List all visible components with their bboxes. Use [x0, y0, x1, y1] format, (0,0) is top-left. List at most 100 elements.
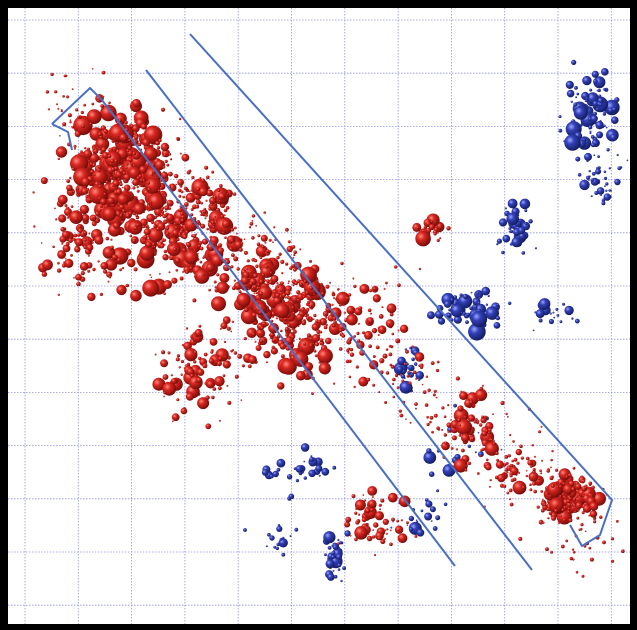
sphere — [372, 355, 376, 358]
sphere — [179, 229, 184, 234]
sphere — [457, 405, 464, 412]
sphere — [432, 393, 436, 397]
sphere — [93, 173, 96, 176]
sphere — [75, 108, 79, 112]
sphere — [576, 92, 580, 96]
sphere — [110, 147, 114, 151]
sphere — [506, 415, 509, 418]
sphere — [106, 271, 113, 278]
sphere — [477, 420, 480, 423]
sphere — [202, 238, 209, 245]
sphere — [128, 211, 133, 216]
sphere — [325, 316, 328, 319]
sphere — [286, 474, 293, 480]
sphere — [344, 530, 351, 537]
sphere — [549, 312, 552, 315]
sphere — [213, 195, 217, 200]
sphere — [112, 171, 116, 174]
sphere — [589, 130, 592, 133]
sphere — [287, 296, 292, 300]
sphere — [175, 183, 178, 186]
sphere — [599, 515, 603, 519]
sphere — [192, 234, 197, 238]
sphere — [222, 316, 231, 324]
sphere — [572, 466, 576, 470]
sphere — [485, 303, 489, 306]
sphere — [295, 465, 304, 473]
sphere — [373, 522, 379, 528]
sphere — [260, 234, 268, 242]
sphere — [574, 510, 577, 513]
sphere — [605, 182, 609, 186]
sphere — [289, 266, 293, 270]
sphere — [176, 354, 180, 358]
sphere — [479, 454, 482, 458]
sphere — [616, 153, 619, 157]
sphere — [159, 186, 163, 190]
sphere — [92, 144, 96, 147]
sphere — [265, 545, 268, 548]
sphere — [161, 350, 166, 355]
sphere — [99, 151, 103, 155]
sphere — [170, 158, 173, 161]
sphere — [464, 416, 467, 419]
sphere — [589, 132, 592, 135]
sphere — [531, 444, 534, 447]
sphere — [176, 398, 180, 402]
sphere — [595, 168, 602, 175]
sphere — [139, 184, 142, 187]
sphere — [571, 317, 574, 320]
sphere — [243, 238, 246, 240]
sphere — [103, 128, 109, 134]
sphere — [171, 420, 174, 423]
sphere — [70, 254, 73, 257]
sphere — [603, 124, 606, 128]
sphere — [234, 374, 239, 379]
sphere — [281, 272, 284, 275]
sphere — [369, 289, 372, 293]
sphere — [33, 225, 36, 228]
sphere — [255, 291, 258, 295]
sphere — [209, 229, 212, 231]
sphere — [145, 241, 152, 248]
sphere — [459, 424, 462, 427]
sphere — [178, 208, 182, 212]
sphere — [97, 260, 100, 263]
sphere — [240, 292, 243, 295]
sphere — [315, 464, 323, 473]
sphere — [559, 320, 563, 324]
sphere — [75, 238, 84, 247]
sphere — [340, 579, 343, 583]
sphere — [240, 399, 243, 401]
sphere — [584, 486, 587, 489]
sphere — [334, 298, 337, 301]
sphere — [193, 350, 197, 354]
sphere — [573, 504, 576, 507]
sphere — [172, 229, 180, 237]
sphere — [277, 382, 285, 390]
sphere — [524, 209, 528, 213]
sphere — [136, 223, 140, 227]
sphere — [164, 220, 168, 224]
sphere — [255, 264, 259, 268]
sphere — [216, 360, 222, 367]
sphere — [540, 490, 544, 493]
sphere — [411, 357, 415, 362]
sphere — [296, 290, 301, 295]
sphere — [67, 113, 72, 118]
sphere — [212, 387, 217, 391]
sphere — [541, 459, 543, 462]
sphere — [165, 231, 170, 236]
sphere — [276, 282, 279, 285]
sphere — [192, 298, 197, 303]
sphere — [371, 496, 374, 498]
sphere — [553, 316, 556, 319]
sphere — [396, 519, 400, 523]
sphere — [66, 95, 70, 99]
sphere — [187, 239, 202, 253]
sphere — [295, 313, 304, 322]
sphere — [77, 115, 81, 119]
sphere — [97, 132, 102, 137]
sphere — [474, 305, 478, 309]
sphere — [573, 105, 588, 120]
